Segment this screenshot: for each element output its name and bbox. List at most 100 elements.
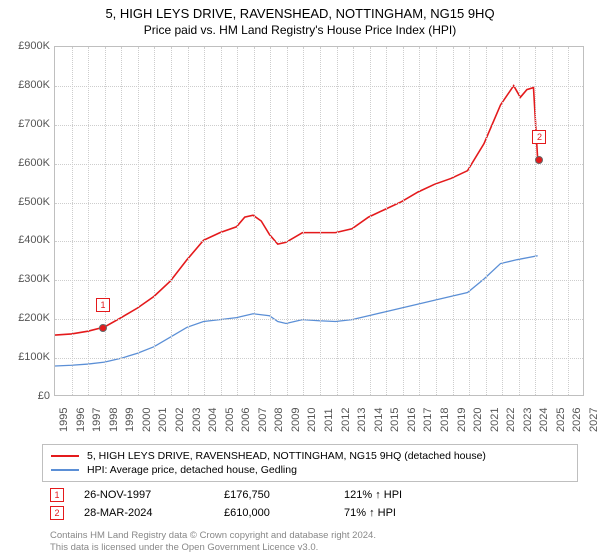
gridline-vertical [486, 47, 487, 395]
gridline-vertical [436, 47, 437, 395]
y-axis-label: £500K [0, 196, 50, 208]
gridline-vertical [519, 47, 520, 395]
footnote: Contains HM Land Registry data © Crown c… [42, 528, 578, 556]
marker-row: 1 26-NOV-1997 £176,750 121% ↑ HPI [42, 486, 578, 504]
x-axis-label: 2005 [224, 408, 236, 432]
gridline-horizontal [55, 86, 583, 87]
x-axis-label: 2021 [489, 408, 501, 432]
x-axis-label: 2016 [406, 408, 418, 432]
y-axis-label: £700K [0, 118, 50, 130]
chart-subtitle: Price paid vs. HM Land Registry's House … [0, 21, 600, 43]
gridline-horizontal [55, 203, 583, 204]
gridline-vertical [237, 47, 238, 395]
gridline-vertical [204, 47, 205, 395]
x-axis-label: 2018 [439, 408, 451, 432]
gridline-vertical [568, 47, 569, 395]
x-axis-label: 2026 [571, 408, 583, 432]
legend-swatch [51, 455, 79, 457]
marker-box: 1 [96, 298, 110, 312]
x-axis-label: 1995 [58, 408, 70, 432]
y-axis-label: £100K [0, 351, 50, 363]
gridline-vertical [138, 47, 139, 395]
gridline-horizontal [55, 358, 583, 359]
y-axis-label: £800K [0, 79, 50, 91]
gridline-vertical [502, 47, 503, 395]
gridline-vertical [303, 47, 304, 395]
gridline-vertical [552, 47, 553, 395]
x-axis-label: 2009 [290, 408, 302, 432]
legend-label: 5, HIGH LEYS DRIVE, RAVENSHEAD, NOTTINGH… [87, 450, 486, 462]
gridline-vertical [403, 47, 404, 395]
series-line [55, 86, 538, 335]
x-axis-label: 2015 [389, 408, 401, 432]
gridline-vertical [154, 47, 155, 395]
gridline-horizontal [55, 280, 583, 281]
marker-date: 28-MAR-2024 [84, 507, 204, 519]
legend-label: HPI: Average price, detached house, Gedl… [87, 464, 297, 476]
marker-dot [535, 156, 543, 164]
x-axis-label: 2008 [273, 408, 285, 432]
footnote-line: This data is licensed under the Open Gov… [50, 542, 570, 554]
marker-number-box: 2 [50, 506, 64, 520]
marker-hpi: 71% ↑ HPI [344, 507, 464, 519]
gridline-vertical [386, 47, 387, 395]
marker-hpi: 121% ↑ HPI [344, 489, 464, 501]
y-axis-label: £200K [0, 312, 50, 324]
chart-svg [55, 47, 583, 395]
marker-box: 2 [532, 130, 546, 144]
x-axis-label: 2022 [505, 408, 517, 432]
gridline-vertical [171, 47, 172, 395]
gridline-vertical [337, 47, 338, 395]
x-axis-label: 1999 [124, 408, 136, 432]
line-chart: 12 [54, 46, 584, 396]
footnote-line: Contains HM Land Registry data © Crown c… [50, 530, 570, 542]
x-axis-label: 2020 [472, 408, 484, 432]
gridline-vertical [105, 47, 106, 395]
x-axis-label: 2013 [356, 408, 368, 432]
gridline-vertical [72, 47, 73, 395]
x-axis-label: 2025 [555, 408, 567, 432]
gridline-vertical [254, 47, 255, 395]
chart-title: 5, HIGH LEYS DRIVE, RAVENSHEAD, NOTTINGH… [0, 0, 600, 21]
x-axis-label: 2012 [340, 408, 352, 432]
marker-row: 2 28-MAR-2024 £610,000 71% ↑ HPI [42, 504, 578, 522]
gridline-vertical [88, 47, 89, 395]
y-axis-label: £400K [0, 234, 50, 246]
x-axis-label: 1997 [91, 408, 103, 432]
gridline-vertical [419, 47, 420, 395]
gridline-vertical [453, 47, 454, 395]
legend-item: HPI: Average price, detached house, Gedl… [51, 463, 569, 477]
x-axis-label: 2000 [141, 408, 153, 432]
y-axis-label: £600K [0, 157, 50, 169]
x-axis-label: 2004 [207, 408, 219, 432]
x-axis-label: 2019 [456, 408, 468, 432]
y-axis-label: £900K [0, 40, 50, 52]
x-axis-label: 2027 [588, 408, 600, 432]
x-axis-label: 2011 [323, 408, 335, 432]
gridline-vertical [221, 47, 222, 395]
y-axis-label: £0 [0, 390, 50, 402]
x-axis-label: 2003 [191, 408, 203, 432]
legend-swatch [51, 469, 79, 471]
marker-table: 1 26-NOV-1997 £176,750 121% ↑ HPI 2 28-M… [42, 486, 578, 522]
gridline-horizontal [55, 241, 583, 242]
x-axis-label: 2014 [373, 408, 385, 432]
marker-number-box: 1 [50, 488, 64, 502]
x-axis-label: 2023 [522, 408, 534, 432]
x-axis-label: 2007 [257, 408, 269, 432]
marker-date: 26-NOV-1997 [84, 489, 204, 501]
x-axis-label: 1996 [75, 408, 87, 432]
x-axis-label: 2017 [422, 408, 434, 432]
x-axis-label: 2010 [306, 408, 318, 432]
gridline-vertical [270, 47, 271, 395]
gridline-vertical [188, 47, 189, 395]
gridline-horizontal [55, 319, 583, 320]
gridline-vertical [121, 47, 122, 395]
y-axis-label: £300K [0, 273, 50, 285]
x-axis-label: 1998 [108, 408, 120, 432]
gridline-vertical [370, 47, 371, 395]
marker-dot [99, 324, 107, 332]
marker-price: £176,750 [224, 489, 324, 501]
x-axis-label: 2001 [157, 408, 169, 432]
gridline-vertical [320, 47, 321, 395]
